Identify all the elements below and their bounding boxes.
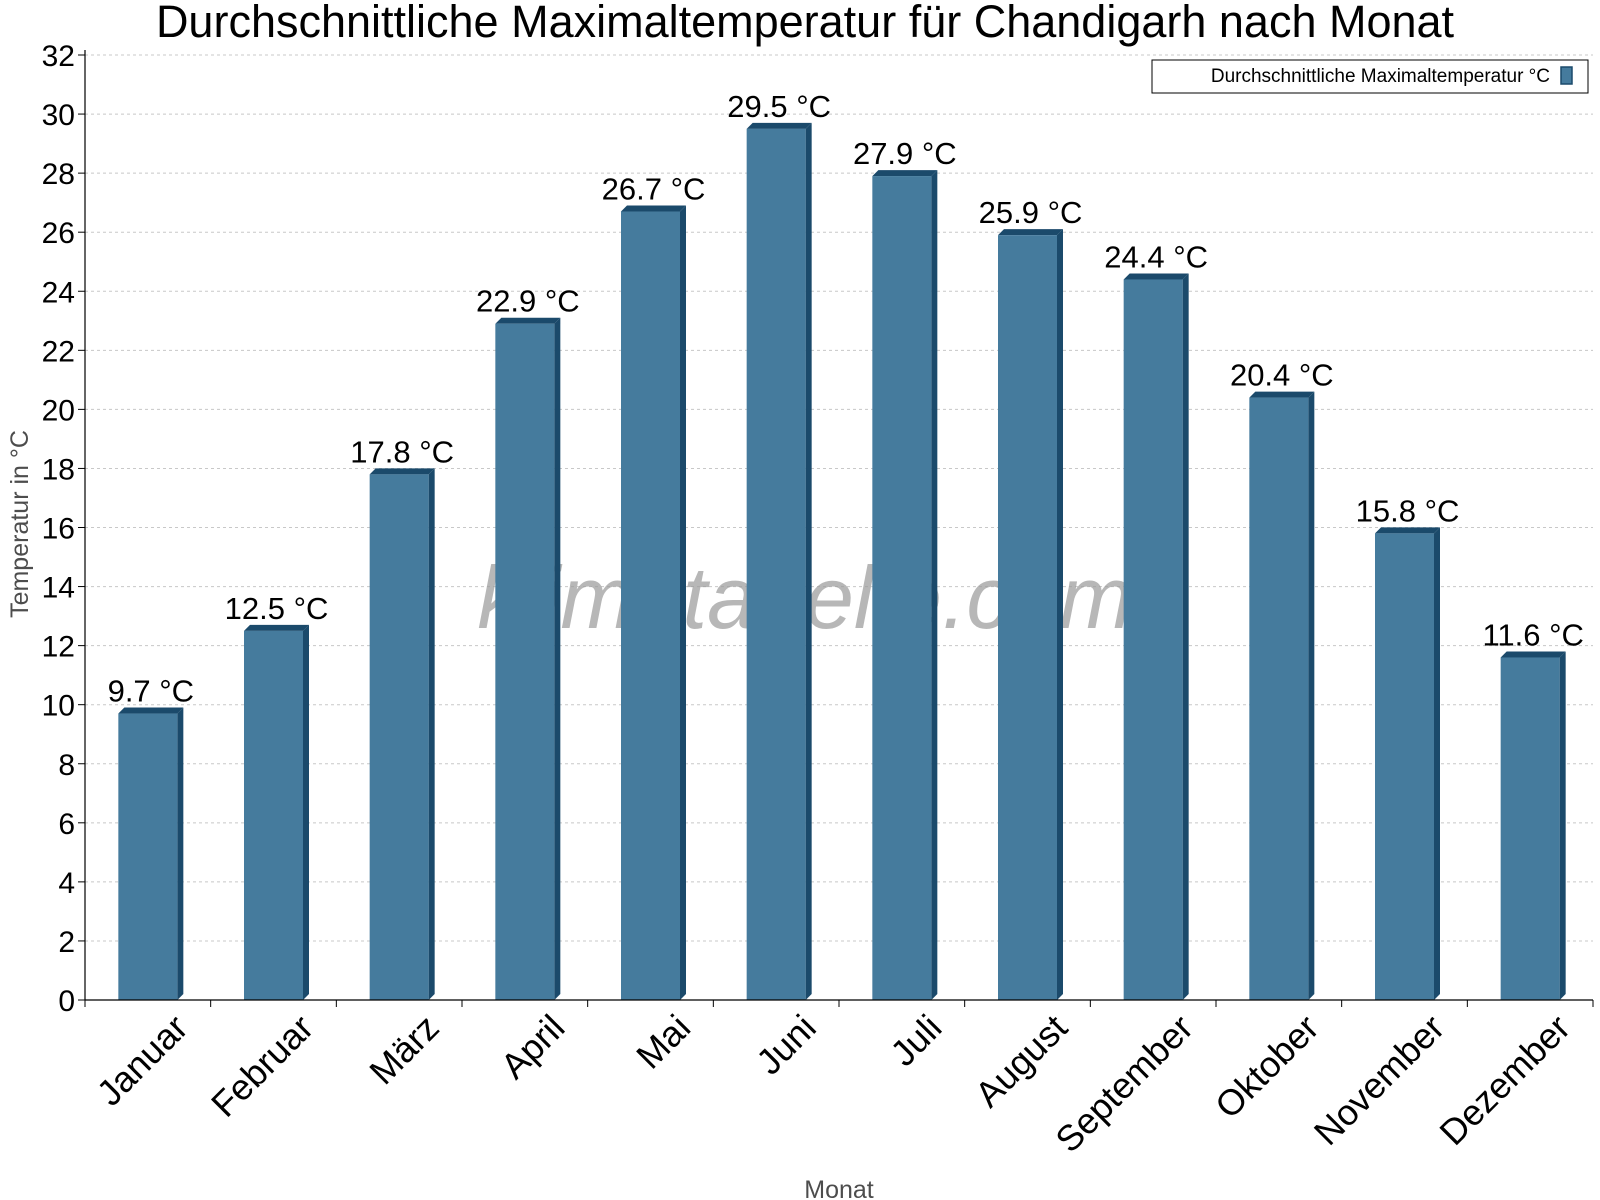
legend: Durchschnittliche Maximaltemperatur °C (1151, 59, 1589, 94)
bar (872, 176, 932, 1000)
bar-value-label: 22.9 °C (476, 284, 580, 319)
x-tick-label: März (361, 1007, 447, 1093)
bar-top (1123, 273, 1189, 280)
bar-side (805, 122, 812, 1000)
bar-top (1249, 391, 1315, 398)
x-tick-label: September (1047, 1007, 1201, 1161)
bar-side (1559, 651, 1566, 1000)
y-tick-label: 24 (42, 276, 75, 309)
bar-side (1434, 527, 1440, 1000)
y-tick-label: 6 (58, 808, 75, 841)
y-tick-label: 28 (42, 158, 75, 191)
bar-value-label: 9.7 °C (108, 674, 195, 709)
bar-top (746, 122, 812, 129)
chart-title: Durchschnittliche Maximaltemperatur für … (156, 0, 1455, 47)
y-tick-label: 18 (42, 453, 75, 486)
y-tick-label: 12 (42, 631, 75, 664)
bar-top (998, 229, 1063, 236)
y-tick-label: 8 (58, 749, 75, 782)
y-tick-label: 14 (42, 572, 75, 605)
bar (1249, 397, 1309, 1000)
bar-side (1182, 273, 1189, 1000)
y-tick-label: 32 (42, 40, 75, 73)
bar-side (554, 317, 561, 1000)
y-tick-label: 0 (58, 985, 75, 1018)
bar (1123, 279, 1183, 1000)
y-tick-label: 30 (42, 99, 75, 132)
x-tick-label: Oktober (1207, 1007, 1327, 1127)
bar (369, 474, 429, 1000)
bar-side (428, 468, 435, 1000)
x-tick-label: Mai (628, 1007, 698, 1077)
bar-top (1500, 651, 1566, 658)
bar (746, 128, 806, 1000)
bar-series: 9.7 °C 12.5 °C 17.8 °C 22.9 °C 26.7 °C 29.5 °… (108, 89, 1584, 1000)
y-axis-title: Temperatur in °C (6, 430, 34, 618)
bar-value-label: 24.4 °C (1104, 239, 1208, 274)
x-tick-label: Juli (882, 1007, 949, 1074)
bar-top (118, 707, 184, 714)
bar-value-label: 12.5 °C (225, 591, 329, 626)
bar (1500, 657, 1560, 1000)
x-tick-label: Dezember (1431, 1007, 1577, 1153)
bar (1375, 533, 1434, 1000)
x-tick-label: November (1306, 1007, 1452, 1153)
bar-top (495, 317, 561, 324)
bar-value-label: 15.8 °C (1356, 493, 1460, 528)
bar-value-label: 17.8 °C (350, 434, 454, 469)
x-tick-label: August (967, 1007, 1075, 1115)
bar-value-label: 25.9 °C (979, 195, 1083, 230)
bar (118, 713, 178, 1000)
bar-top (872, 170, 938, 177)
x-tick-label: April (493, 1007, 573, 1087)
y-tick-label: 10 (42, 690, 75, 723)
y-tick-label: 2 (58, 926, 75, 959)
bar-value-label: 11.6 °C (1482, 617, 1583, 652)
bar (244, 630, 303, 1000)
bar-side (680, 205, 686, 1000)
x-tick-label: Februar (203, 1007, 321, 1125)
bar-top (621, 205, 686, 212)
legend-label: Durchschnittliche Maximaltemperatur °C (1211, 66, 1550, 87)
bar-top (1375, 527, 1440, 534)
x-tick-label: Juni (748, 1007, 824, 1083)
bar-value-label: 27.9 °C (853, 136, 957, 171)
bar (621, 211, 680, 1000)
grid-lines (85, 54, 1593, 942)
y-tick-label: 4 (58, 867, 75, 900)
bar-value-label: 29.5 °C (727, 89, 831, 124)
bar-side (1057, 229, 1063, 1000)
bar-side (1308, 391, 1315, 1000)
bar-value-label: 20.4 °C (1230, 358, 1334, 393)
bar-value-label: 26.7 °C (602, 172, 706, 207)
bar-side (177, 707, 184, 1000)
bar (998, 235, 1057, 1000)
bar-top (244, 624, 309, 631)
legend-swatch (1560, 66, 1573, 85)
y-tick-label: 20 (42, 394, 75, 427)
bar-top (369, 468, 435, 475)
bar (495, 323, 555, 1000)
x-tick-label: Januar (89, 1007, 196, 1114)
x-axis-title: Monat (804, 1176, 874, 1200)
y-tick-label: 26 (42, 217, 75, 250)
bar-side (303, 624, 309, 1000)
y-tick-label: 16 (42, 513, 75, 546)
legend-box (1151, 59, 1589, 94)
y-tick-label: 22 (42, 335, 75, 368)
bar-side (931, 170, 938, 1000)
